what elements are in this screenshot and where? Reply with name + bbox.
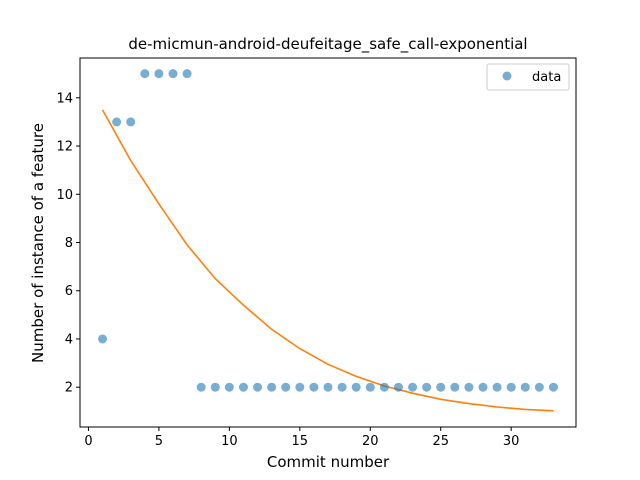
data-point	[379, 382, 389, 392]
y-tick-label: 8	[65, 236, 73, 251]
data-point	[337, 382, 347, 392]
data-point	[281, 382, 291, 392]
legend: data	[486, 63, 570, 91]
chart-title: de-micmun-android-deufeitage_safe_call-e…	[128, 35, 527, 54]
data-point	[323, 382, 333, 392]
y-tick-label: 6	[65, 284, 73, 299]
legend-box	[486, 63, 570, 91]
data-point	[309, 382, 319, 392]
data-point	[238, 382, 248, 392]
data-point	[112, 117, 122, 127]
y-axis-label: Number of instance of a feature	[29, 123, 47, 363]
data-point	[168, 69, 178, 79]
y-tick-label: 2	[65, 381, 73, 396]
fit-line	[101, 109, 554, 412]
data-point	[548, 382, 558, 392]
data-point	[450, 382, 460, 392]
data-point	[492, 382, 502, 392]
data-point	[154, 69, 164, 79]
data-point	[295, 382, 305, 392]
data-point	[506, 382, 516, 392]
data-point	[436, 382, 446, 392]
y-tick-label: 4	[65, 332, 73, 347]
y-tick-label: 14	[56, 91, 73, 106]
data-point	[210, 382, 220, 392]
x-axis-label: Commit number	[267, 453, 390, 471]
y-tick-label: 12	[56, 140, 73, 155]
data-point	[393, 382, 403, 392]
data-point	[422, 382, 432, 392]
data-point	[98, 334, 108, 344]
data-point	[196, 382, 206, 392]
data-point	[140, 69, 150, 79]
legend-label-data: data	[532, 70, 561, 85]
x-tick-label: 15	[292, 434, 309, 449]
data-point	[408, 382, 418, 392]
x-tick-label: 20	[362, 434, 379, 449]
data-point	[182, 69, 192, 79]
y-tick-label: 10	[56, 188, 73, 203]
x-tick-label: 30	[503, 434, 520, 449]
data-point	[267, 382, 277, 392]
x-tick-label: 25	[432, 434, 449, 449]
data-point	[365, 382, 375, 392]
data-point	[351, 382, 361, 392]
legend-marker-data	[502, 71, 512, 81]
data-point	[520, 382, 530, 392]
data-point	[126, 117, 136, 127]
x-tick-label: 5	[155, 434, 163, 449]
data-point	[534, 382, 544, 392]
x-tick-label: 10	[221, 434, 238, 449]
data-point	[478, 382, 488, 392]
plot-area: 0 5 10 15 20 25 30 2 4 6 8 10 12 14	[56, 57, 577, 449]
x-tick-label: 0	[84, 434, 92, 449]
data-point	[464, 382, 474, 392]
data-point	[253, 382, 263, 392]
data-point	[224, 382, 234, 392]
